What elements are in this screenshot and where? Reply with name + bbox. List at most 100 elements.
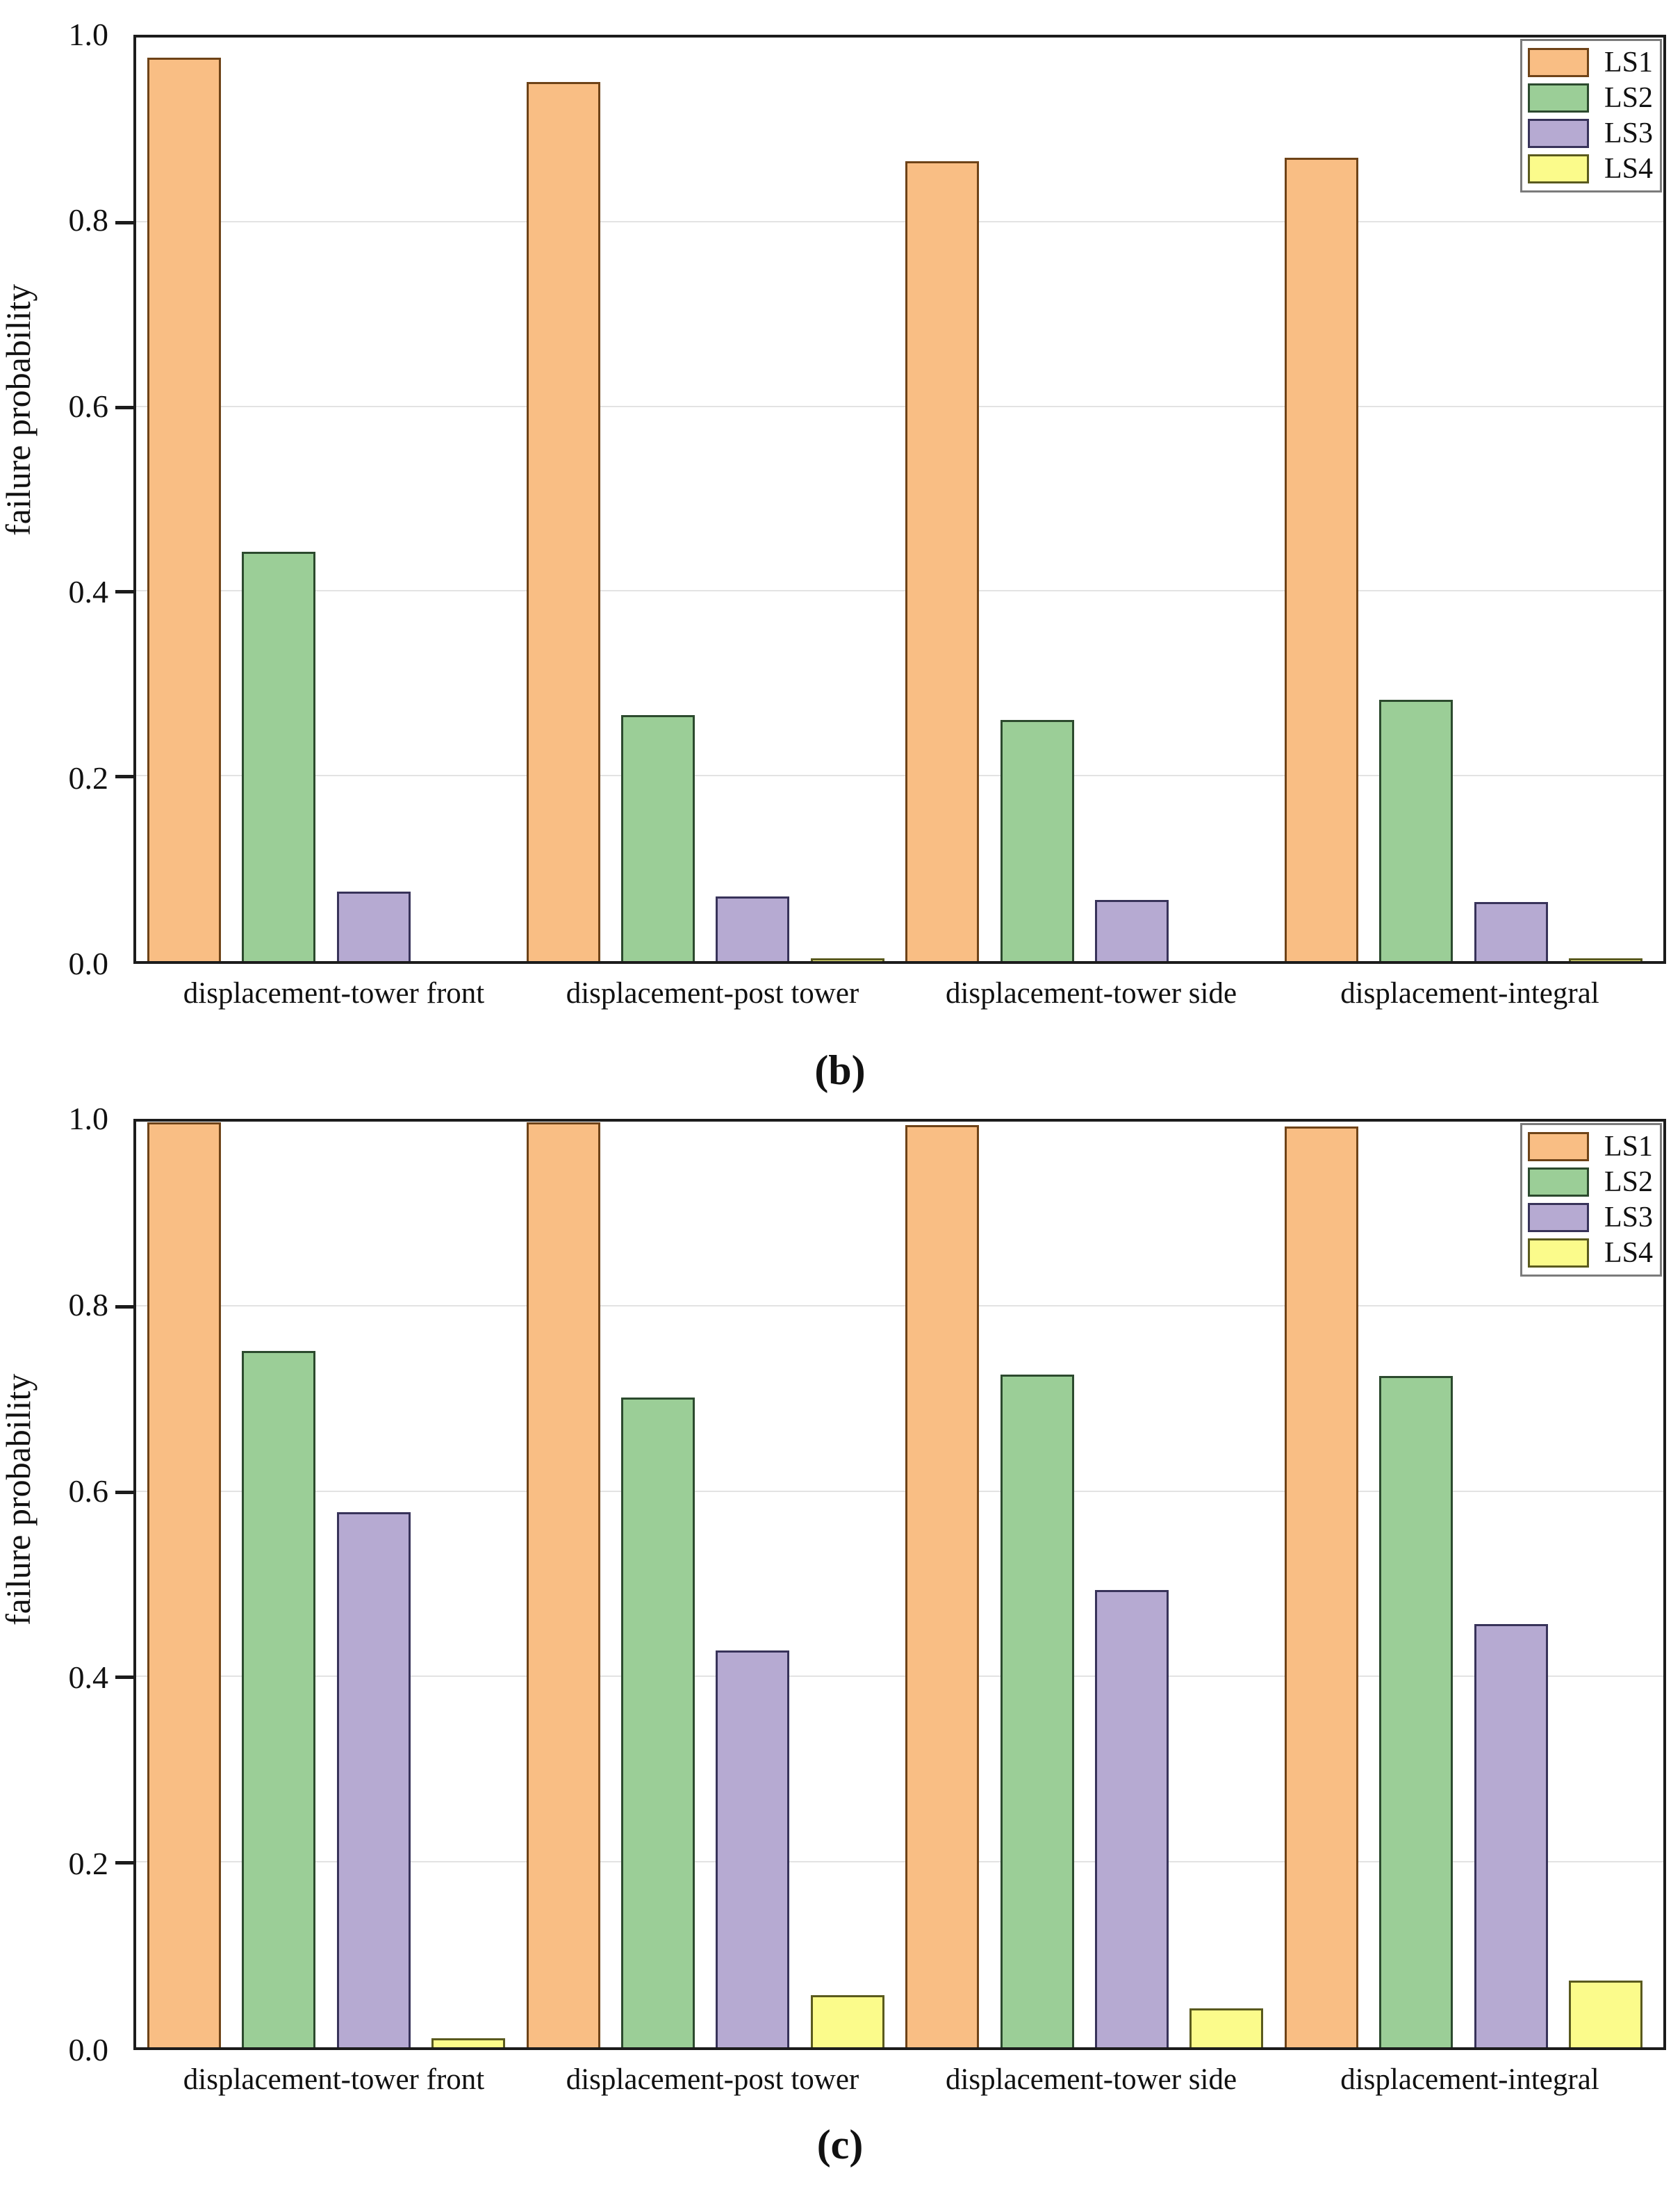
y-tick-mark <box>115 220 136 224</box>
legend-entry-ls1: LS1 <box>1527 1131 1653 1163</box>
ls2-swatch-icon <box>1527 83 1589 113</box>
bar-ls4-group4 <box>1569 958 1642 961</box>
legend-entry-ls1: LS1 <box>1527 47 1653 79</box>
bar-ls3-group1 <box>337 892 411 961</box>
y-tick-label: 0.4 <box>68 574 109 610</box>
bar-ls1-group4 <box>1285 158 1358 961</box>
category-label: displacement-post tower <box>566 977 859 1010</box>
gridline <box>136 775 1663 777</box>
y-tick-label: 0.2 <box>68 1846 109 1881</box>
bar-ls2-group4 <box>1379 700 1453 961</box>
bars-chart-c <box>136 1122 1663 2047</box>
ls1-swatch-icon <box>1527 48 1589 77</box>
legend-label: LS1 <box>1604 1131 1653 1163</box>
legend-label: LS3 <box>1604 1202 1653 1234</box>
gridline <box>136 1490 1663 1492</box>
bar-ls2-group3 <box>1000 1375 1074 2047</box>
legend-label: LS4 <box>1604 1237 1653 1269</box>
y-axis-ticks-chart-c: 0.0 0.2 0.4 0.6 0.8 1.0 <box>33 1103 117 2066</box>
bar-ls3-group2 <box>716 1650 789 2047</box>
category-label: displacement-integral <box>1340 977 1599 1010</box>
bar-ls1-group2 <box>527 82 600 961</box>
category-label: displacement-tower front <box>183 2063 485 2096</box>
bars-chart-b <box>136 38 1663 961</box>
bar-ls1-group3 <box>905 1125 979 2047</box>
bar-ls4-group4 <box>1569 1981 1642 2047</box>
y-tick-label: 0.4 <box>68 1660 109 1695</box>
y-tick-label: 0.0 <box>68 2032 109 2067</box>
legend-label: LS4 <box>1604 153 1653 185</box>
y-tick-label: 0.0 <box>68 946 109 981</box>
legend-entry-ls4: LS4 <box>1527 153 1653 185</box>
bar-ls2-group4 <box>1379 1376 1453 2047</box>
ls4-swatch-icon <box>1527 1238 1589 1268</box>
subfigure-caption-c: (c) <box>816 2122 864 2168</box>
gridline <box>136 1860 1663 1862</box>
y-tick-mark <box>115 590 136 594</box>
bar-ls4-group2 <box>811 958 884 961</box>
bar-ls2-group2 <box>621 1398 695 2047</box>
ls3-swatch-icon <box>1527 1203 1589 1232</box>
legend-chart-c: LS1 LS2 LS3 LS4 <box>1520 1123 1662 1277</box>
category-label: displacement-tower front <box>183 977 485 1010</box>
plot-area-chart-b: LS1 LS2 LS3 LS4 <box>115 35 1666 964</box>
legend-label: LS2 <box>1604 82 1653 114</box>
legend-label: LS1 <box>1604 47 1653 79</box>
bar-ls3-group3 <box>1095 900 1169 961</box>
bar-ls1-group1 <box>147 1122 221 2047</box>
bar-ls2-group1 <box>242 1351 315 2047</box>
ls1-swatch-icon <box>1527 1132 1589 1161</box>
y-tick-label: 0.6 <box>68 388 109 424</box>
ls3-swatch-icon <box>1527 119 1589 148</box>
y-tick-label: 0.6 <box>68 1473 109 1509</box>
bar-ls1-group4 <box>1285 1126 1358 2047</box>
bar-ls2-group2 <box>621 715 695 961</box>
bar-ls1-group2 <box>527 1122 600 2047</box>
gridline <box>136 1305 1663 1307</box>
legend-label: LS3 <box>1604 117 1653 149</box>
y-tick-label: 1.0 <box>68 17 109 52</box>
bar-ls3-group2 <box>716 896 789 961</box>
ls4-swatch-icon <box>1527 154 1589 183</box>
bar-ls1-group3 <box>905 161 979 961</box>
legend-entry-ls3: LS3 <box>1527 1202 1653 1234</box>
x-axis-labels-chart-b: displacement-tower front displacement-po… <box>145 976 1661 1012</box>
bar-ls4-group2 <box>811 1995 884 2047</box>
bar-ls3-group4 <box>1474 1624 1548 2047</box>
y-tick-label: 0.2 <box>68 760 109 796</box>
legend-entry-ls2: LS2 <box>1527 82 1653 114</box>
y-axis-ticks-chart-b: 0.0 0.2 0.4 0.6 0.8 1.0 <box>33 19 117 980</box>
y-tick-mark <box>115 405 136 409</box>
bar-ls3-group3 <box>1095 1590 1169 2047</box>
y-tick-mark <box>115 1305 136 1309</box>
bar-ls2-group1 <box>242 552 315 961</box>
y-axis-title-chart-b: failure probability <box>0 284 38 536</box>
bar-ls4-group1 <box>431 2038 505 2047</box>
legend-entry-ls3: LS3 <box>1527 117 1653 149</box>
legend-entry-ls4: LS4 <box>1527 1237 1653 1269</box>
y-tick-mark <box>115 1675 136 1680</box>
category-label: displacement-post tower <box>566 2063 859 2096</box>
y-tick-mark <box>115 1860 136 1865</box>
bar-ls1-group1 <box>147 58 221 961</box>
y-tick-mark <box>115 1490 136 1494</box>
gridline <box>136 405 1663 407</box>
category-label: displacement-integral <box>1340 2063 1599 2096</box>
category-label: displacement-tower side <box>945 977 1237 1010</box>
gridline <box>136 220 1663 222</box>
subfigure-caption-b: (b) <box>814 1047 866 1093</box>
bar-ls4-group3 <box>1189 2008 1263 2047</box>
x-axis-labels-chart-c: displacement-tower front displacement-po… <box>145 2062 1661 2098</box>
category-label: displacement-tower side <box>945 2063 1237 2096</box>
y-tick-label: 0.8 <box>68 1287 109 1322</box>
y-axis-title-chart-c: failure probability <box>0 1373 38 1625</box>
y-tick-label: 1.0 <box>68 1101 109 1136</box>
legend-entry-ls2: LS2 <box>1527 1166 1653 1198</box>
bar-ls3-group1 <box>337 1512 411 2047</box>
legend-label: LS2 <box>1604 1166 1653 1198</box>
ls2-swatch-icon <box>1527 1167 1589 1197</box>
y-tick-mark <box>115 775 136 779</box>
gridline <box>136 1675 1663 1678</box>
y-tick-label: 0.8 <box>68 202 109 238</box>
